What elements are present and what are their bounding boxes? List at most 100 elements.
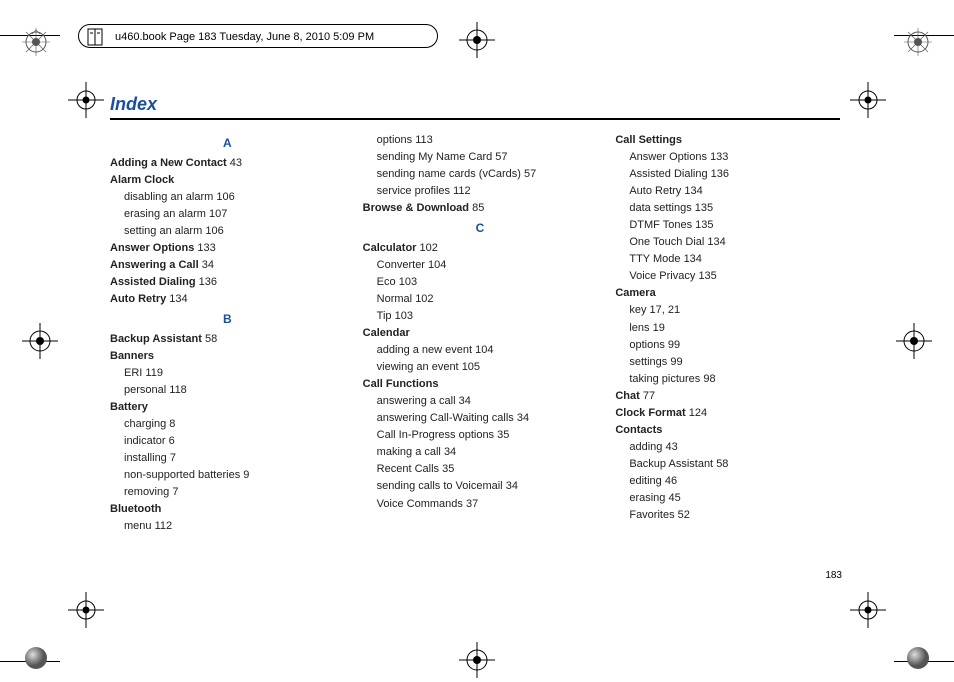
- entry-label: service profiles: [377, 185, 450, 197]
- index-subentry: Answer Options 133: [629, 149, 850, 166]
- index-rule: [110, 118, 840, 120]
- entry-label: Adding a New Contact: [110, 157, 227, 169]
- letter-heading-c: C: [363, 219, 598, 238]
- entry-page: 6: [169, 435, 175, 447]
- index-entry: Contacts: [615, 422, 850, 439]
- index-subentry: data settings 135: [629, 200, 850, 217]
- index-subentry: One Touch Dial 134: [629, 234, 850, 251]
- index-entry: Call Functions: [363, 376, 598, 393]
- letter-heading-a: A: [110, 134, 345, 153]
- entry-label: key: [629, 304, 646, 316]
- index-subentry: Tip 103: [377, 308, 598, 325]
- index-entry: Clock Format 124: [615, 405, 850, 422]
- index-subentry: installing 7: [124, 450, 345, 467]
- entry-label: viewing an event: [377, 361, 459, 373]
- entry-label: Tip: [377, 310, 392, 322]
- entry-label: adding a new event: [377, 344, 472, 356]
- entry-page: 135: [695, 219, 713, 231]
- entry-page: 35: [442, 463, 454, 475]
- entry-page: 103: [399, 276, 417, 288]
- entry-page: 103: [395, 310, 413, 322]
- book-icon: [85, 27, 105, 47]
- entry-label: DTMF Tones: [629, 219, 692, 231]
- index-entry: Backup Assistant 58: [110, 331, 345, 348]
- entry-page: 135: [698, 270, 716, 282]
- entry-page: 45: [668, 492, 680, 504]
- index-subentry: Converter 104: [377, 257, 598, 274]
- index-subentry: lens 19: [629, 320, 850, 337]
- entry-label: sending calls to Voicemail: [377, 480, 503, 492]
- entry-label: Normal: [377, 293, 412, 305]
- index-subentry: ERI 119: [124, 365, 345, 382]
- index-subentry: DTMF Tones 135: [629, 217, 850, 234]
- entry-page: 57: [495, 151, 507, 163]
- entry-label: Backup Assistant: [110, 333, 202, 345]
- entry-label: answering Call-Waiting calls: [377, 412, 514, 424]
- entry-label: Calculator: [363, 242, 417, 254]
- index-entry: Alarm Clock: [110, 172, 345, 189]
- entry-page: 99: [670, 356, 682, 368]
- entry-label: Eco: [377, 276, 396, 288]
- index-entry: Chat 77: [615, 388, 850, 405]
- index-subentry: Backup Assistant 58: [629, 456, 850, 473]
- entry-label: Favorites: [629, 509, 674, 521]
- registration-sun-icon: [904, 28, 932, 56]
- entry-page: 134: [684, 253, 702, 265]
- entry-label: Auto Retry: [110, 293, 166, 305]
- entry-page: 135: [695, 202, 713, 214]
- entry-label: adding: [629, 441, 662, 453]
- entry-page: 19: [653, 322, 665, 334]
- index-subentry: options 99: [629, 337, 850, 354]
- crop-mark-icon: [850, 82, 886, 118]
- crop-mark-icon: [850, 592, 886, 628]
- entry-page: 58: [716, 458, 728, 470]
- entry-label: Recent Calls: [377, 463, 439, 475]
- entry-label: options: [377, 134, 412, 146]
- index-subentry: setting an alarm 106: [124, 223, 345, 240]
- entry-label: Answer Options: [110, 242, 194, 254]
- entry-label: Answer Options: [629, 151, 707, 163]
- entry-label: making a call: [377, 446, 441, 458]
- entry-page: 58: [205, 333, 217, 345]
- entry-page: 34: [459, 395, 471, 407]
- entry-label: ERI: [124, 367, 142, 379]
- entry-label: settings: [629, 356, 667, 368]
- entry-page: 46: [665, 475, 677, 487]
- entry-label: Voice Privacy: [629, 270, 695, 282]
- index-entry: Calculator 102: [363, 240, 598, 257]
- entry-label: TTY Mode: [629, 253, 680, 265]
- entry-page: 37: [466, 498, 478, 510]
- index-entry: Battery: [110, 399, 345, 416]
- index-subentry: menu 112: [124, 518, 345, 535]
- index-subentry: key 17, 21: [629, 302, 850, 319]
- entry-page: 104: [428, 259, 446, 271]
- index-column-2: options 113 sending My Name Card 57 send…: [363, 132, 598, 535]
- entry-page: 134: [169, 293, 187, 305]
- index-subentry: Call In-Progress options 35: [377, 427, 598, 444]
- header-bar: u460.book Page 183 Tuesday, June 8, 2010…: [78, 24, 438, 48]
- entry-page: 8: [169, 418, 175, 430]
- entry-label: lens: [629, 322, 649, 334]
- entry-page: 106: [205, 225, 223, 237]
- index-subentry: viewing an event 105: [377, 359, 598, 376]
- index-entry: Bluetooth: [110, 501, 345, 518]
- index-subentry: service profiles 112: [377, 183, 598, 200]
- entry-page: 134: [684, 185, 702, 197]
- index-subentry: settings 99: [629, 354, 850, 371]
- entry-page: 43: [230, 157, 242, 169]
- entry-page: 43: [665, 441, 677, 453]
- entry-label: setting an alarm: [124, 225, 202, 237]
- entry-label: non-supported batteries: [124, 469, 240, 481]
- index-subentry: Voice Privacy 135: [629, 268, 850, 285]
- index-subentry: disabling an alarm 106: [124, 189, 345, 206]
- index-entry: Call Settings: [615, 132, 850, 149]
- entry-label: personal: [124, 384, 166, 396]
- index-subentry: options 113: [377, 132, 598, 149]
- entry-page: 105: [462, 361, 480, 373]
- index-column-1: A Adding a New Contact 43 Alarm Clock di…: [110, 132, 345, 535]
- entry-label: sending name cards (vCards): [377, 168, 521, 180]
- index-entry: Answering a Call 34: [110, 257, 345, 274]
- entry-label: sending My Name Card: [377, 151, 493, 163]
- index-subentry: Assisted Dialing 136: [629, 166, 850, 183]
- entry-page: 34: [517, 412, 529, 424]
